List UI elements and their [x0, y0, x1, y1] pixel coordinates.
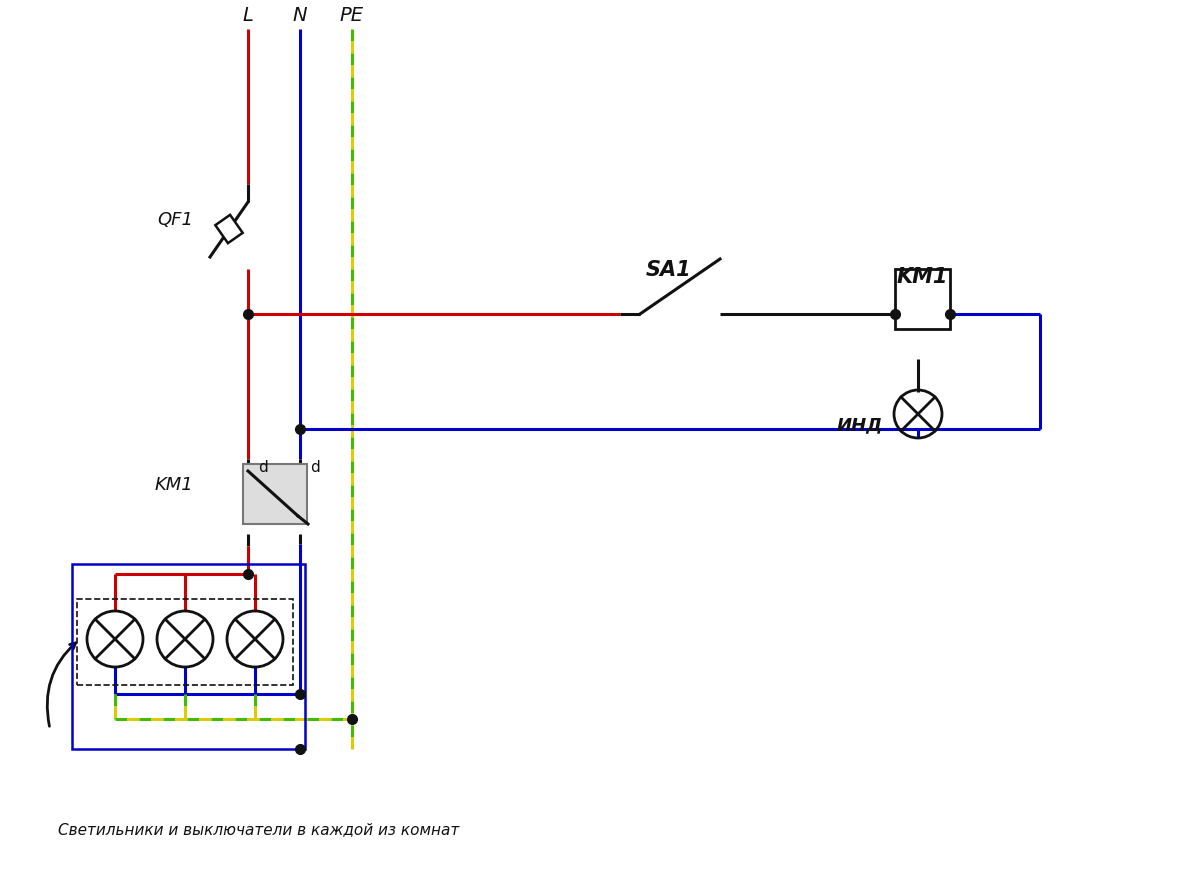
Text: KM1: KM1	[896, 267, 948, 287]
Text: N: N	[293, 5, 307, 25]
Text: PE: PE	[340, 5, 364, 25]
Bar	[895, 270, 950, 329]
Text: ИНД: ИНД	[836, 415, 883, 434]
Text: d: d	[258, 460, 268, 475]
Text: KM1: KM1	[155, 476, 193, 493]
Bar	[244, 464, 307, 524]
Text: Светильники и выключатели в каждой из комнат: Светильники и выключатели в каждой из ко…	[58, 822, 460, 837]
Text: SA1: SA1	[646, 260, 691, 280]
Text: L: L	[242, 5, 253, 25]
Bar	[72, 565, 305, 749]
Bar	[77, 600, 293, 685]
Bar	[215, 216, 242, 244]
Text: QF1: QF1	[157, 211, 193, 229]
Text: d: d	[310, 460, 320, 475]
